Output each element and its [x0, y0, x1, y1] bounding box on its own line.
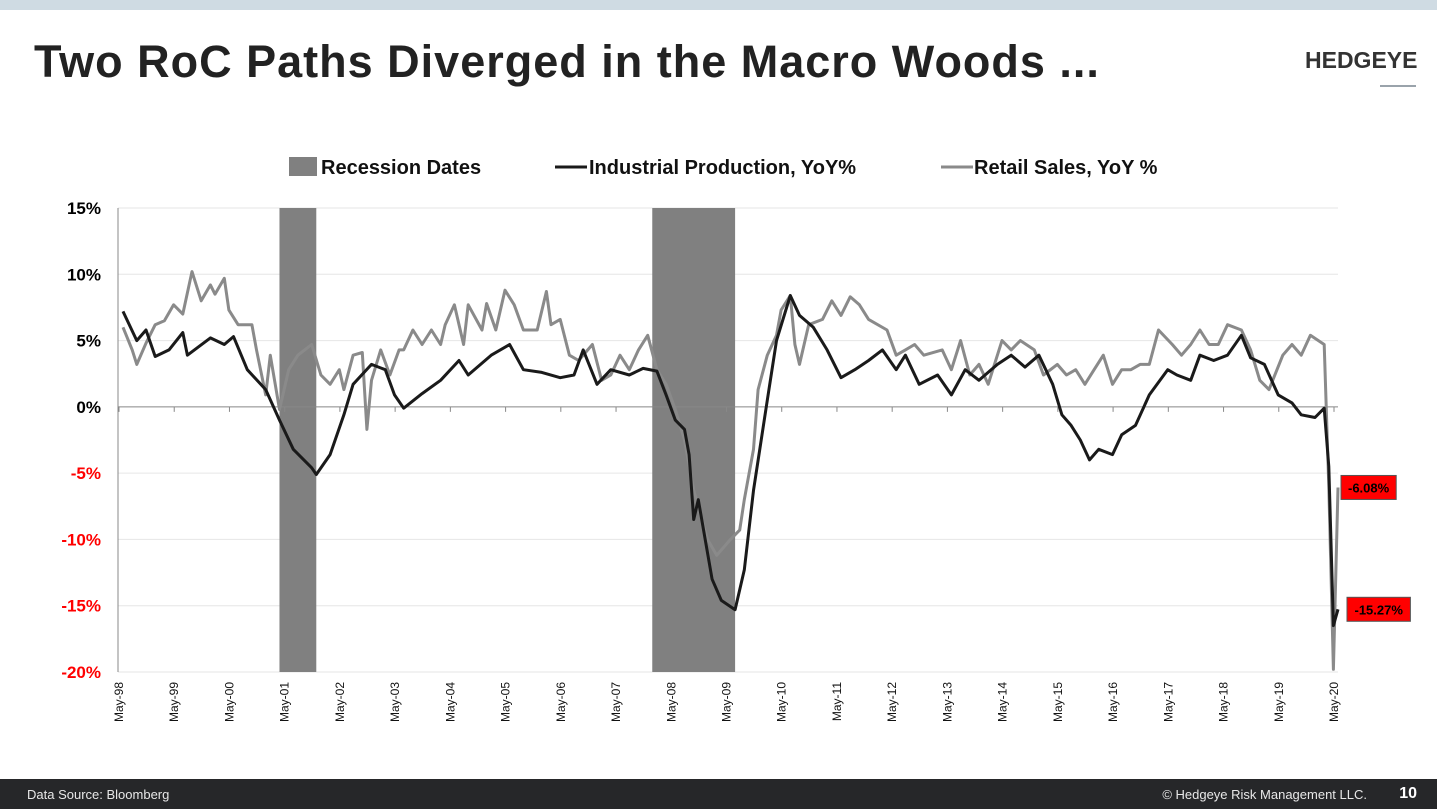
- hedgeye-logo: HEDGEYE: [1305, 47, 1418, 73]
- x-tick-label: May-12: [885, 682, 899, 722]
- x-tick-label: May-19: [1272, 682, 1286, 722]
- x-tick-label: May-08: [664, 682, 678, 722]
- y-tick-label: -20%: [61, 663, 101, 682]
- legend-label-industrial-production: Industrial Production, YoY%: [589, 157, 856, 179]
- series-lines: [121, 270, 1340, 671]
- x-tick-label: May-02: [333, 682, 347, 722]
- y-tick-label: 10%: [67, 265, 101, 284]
- y-tick-label: 15%: [67, 199, 101, 218]
- x-tick-label: May-20: [1327, 682, 1341, 722]
- x-tick-label: May-05: [499, 682, 513, 722]
- x-tick-label: May-07: [609, 682, 623, 722]
- industrial-production-last-value-box: [1346, 596, 1411, 622]
- recession-bands: [279, 208, 736, 672]
- legend-label-retail-sales: Retail Sales, YoY %: [974, 157, 1158, 179]
- x-tick-label: May-18: [1217, 682, 1231, 722]
- copyright: © Hedgeye Risk Management LLC.: [1162, 787, 1367, 802]
- callouts: -6.08% -15.27%: [1340, 474, 1411, 622]
- page-number: 10: [1399, 785, 1417, 802]
- industrial-production-last-value-text: -15.27%: [1354, 602, 1403, 617]
- axes: 15% 10% 5% 0% -5% -10% -15% -20% May-98 May-99 May…: [61, 199, 1341, 722]
- x-tick-label: May-15: [1051, 682, 1065, 722]
- legend-label-recession: Recession Dates: [321, 157, 481, 179]
- legend-swatch-recession: [289, 157, 317, 176]
- recession-band: [279, 208, 317, 672]
- x-tick-label: May-16: [1106, 682, 1120, 722]
- x-tick-label: May-10: [775, 682, 789, 722]
- x-tick-label: May-17: [1161, 682, 1175, 722]
- x-tick-label: May-00: [222, 682, 236, 722]
- legend: Recession Dates Industrial Production, Y…: [289, 157, 1158, 179]
- industrial-production-line: [121, 294, 1340, 628]
- line-chart: 15% 10% 5% 0% -5% -10% -15% -20% May-98 May-99 May…: [61, 157, 1411, 722]
- top-accent-bar: [0, 0, 1437, 10]
- x-tick-label: May-14: [996, 682, 1010, 722]
- y-tick-label: -5%: [71, 464, 101, 483]
- logo-underline: [1380, 85, 1416, 87]
- x-tick-label: May-01: [278, 682, 292, 722]
- retail-sales-last-value-box: [1340, 474, 1397, 500]
- x-tick-label: May-13: [940, 682, 954, 722]
- x-tick-label: May-98: [112, 682, 126, 722]
- page-title: Two RoC Paths Diverged in the Macro Wood…: [34, 36, 1100, 87]
- retail-sales-last-value-text: -6.08%: [1348, 480, 1390, 495]
- recession-band: [652, 208, 736, 672]
- x-tick-label: May-11: [830, 682, 844, 721]
- x-tick-label: May-99: [167, 682, 181, 722]
- footer: Data Source: Bloomberg © Hedgeye Risk Ma…: [0, 779, 1437, 809]
- y-tick-label: 0%: [76, 398, 101, 417]
- x-tick-label: May-09: [720, 682, 734, 722]
- data-source: Data Source: Bloomberg: [27, 787, 170, 802]
- y-tick-label: -10%: [61, 530, 101, 549]
- y-tick-label: -15%: [61, 597, 101, 616]
- y-tick-label: 5%: [76, 332, 101, 351]
- x-tick-label: May-04: [443, 682, 457, 722]
- x-tick-label: May-06: [554, 682, 568, 722]
- x-tick-label: May-03: [388, 682, 402, 722]
